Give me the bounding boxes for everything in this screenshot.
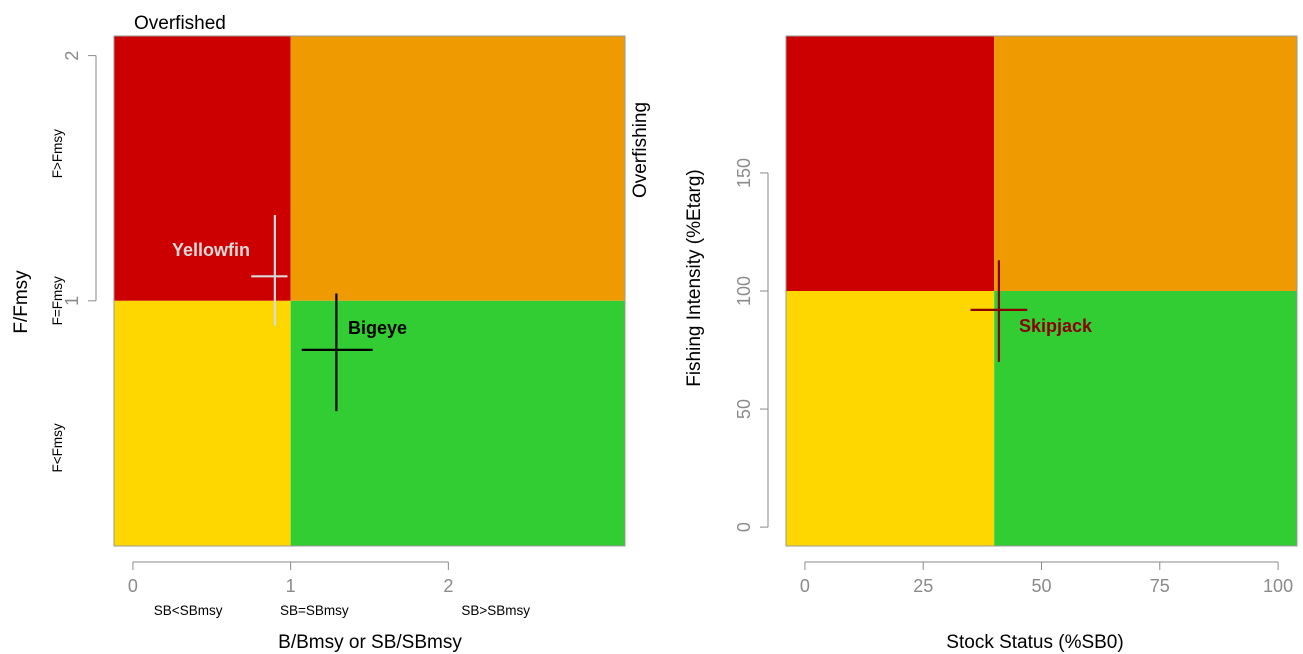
y-tick-label: 0: [734, 522, 754, 532]
right-axes: 0 25 50 75 100 0 50 100 150: [734, 158, 1293, 596]
kobe-plot-left: Overfished Yellowfin Bigeye 0 1 2 1 2 SB<SBmsy…: [11, 13, 626, 653]
y-category-label: F=Fmsy: [50, 276, 65, 325]
x-category-label: SB<SBmsy: [154, 603, 223, 618]
series-bigeye: Bigeye: [301, 293, 407, 412]
quadrant-upper-right: [994, 36, 1297, 291]
right-title: Overfishing: [630, 102, 651, 198]
x-tick-label: 0: [128, 576, 138, 596]
left-y-axis-label: F/Fmsy: [11, 270, 32, 334]
x-tick-label: 2: [443, 576, 453, 596]
x-tick-label: 1: [286, 576, 296, 596]
y-tick-label: 100: [734, 276, 754, 306]
quadrant-lower-left: [114, 300, 291, 546]
quadrant-upper-right: [290, 36, 625, 301]
left-x-axis-label: B/Bmsy or SB/SBmsy: [278, 632, 462, 653]
x-tick-label: 50: [1031, 576, 1051, 596]
kobe-plot-right: Overfishing Skipjack 0 25 50 75 100 0 50 100 150…: [630, 35, 1298, 653]
x-tick-label: 100: [1263, 576, 1293, 596]
y-category-label: F>Fmsy: [50, 129, 65, 178]
x-tick-label: 0: [800, 576, 810, 596]
right-x-axis-label: Stock Status (%SB0): [946, 632, 1123, 653]
x-category-label: SB>SBmsy: [461, 603, 530, 618]
y-tick-label: 1: [62, 296, 82, 306]
y-category-label: F<Fmsy: [50, 423, 65, 472]
quadrant-lower-left: [786, 291, 995, 546]
x-category-label: SB=SBmsy: [280, 603, 349, 618]
plot-frame: [113, 35, 626, 547]
left-plot-area: Yellowfin Bigeye: [113, 35, 626, 547]
series-skipjack: Skipjack: [970, 260, 1093, 362]
series-yellowfin: Yellowfin: [172, 214, 288, 326]
left-axes: 0 1 2 1 2 SB<SBmsy SB=SBmsy SB>SBmsy F>Fmsy F=Fms…: [50, 51, 530, 618]
label-skipjack: Skipjack: [1019, 316, 1093, 336]
quadrant-lower-right: [994, 291, 1297, 546]
label-bigeye: Bigeye: [348, 318, 407, 338]
right-plot-area: Skipjack: [785, 35, 1298, 547]
y-tick-label: 50: [734, 399, 754, 419]
quadrant-lower-right: [290, 300, 625, 546]
x-tick-label: 75: [1150, 576, 1170, 596]
label-yellowfin: Yellowfin: [172, 240, 250, 260]
y-tick-label: 150: [734, 158, 754, 188]
quadrant-upper-left: [786, 36, 995, 291]
quadrant-upper-left: [114, 36, 291, 301]
plot-frame: [785, 35, 1298, 547]
right-y-axis-label: Fishing Intensity (%Etarg): [684, 169, 705, 387]
left-title: Overfished: [134, 13, 226, 34]
x-tick-label: 25: [913, 576, 933, 596]
y-tick-label: 2: [62, 51, 82, 61]
